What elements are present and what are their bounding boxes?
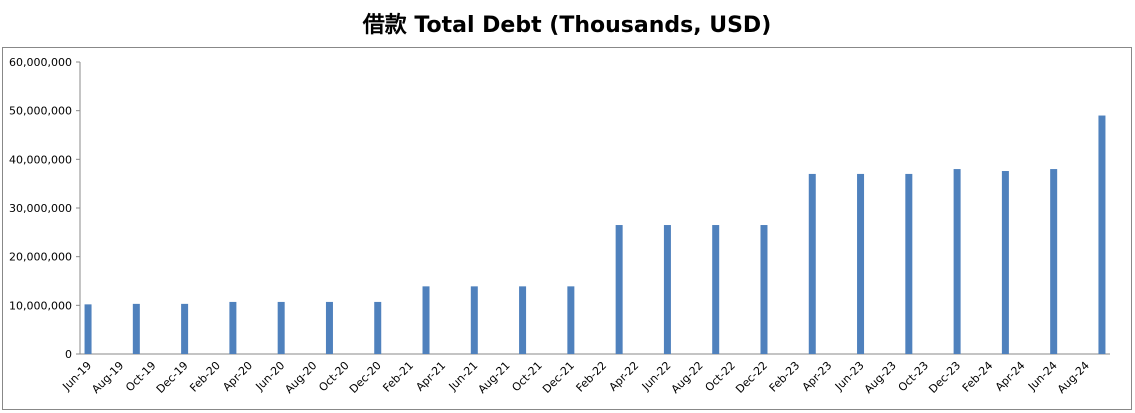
x-tick-label: Aug-22 — [669, 359, 706, 396]
x-tick-label: Jun-22 — [639, 359, 674, 394]
x-tick-label: Feb-20 — [187, 359, 223, 395]
x-tick-label: Jun-21 — [446, 359, 481, 394]
x-tick-label: Aug-21 — [476, 359, 513, 396]
bar — [84, 304, 92, 354]
y-tick-label: 20,000,000 — [9, 251, 72, 264]
bar — [325, 301, 333, 354]
y-tick-label: 60,000,000 — [9, 56, 72, 69]
x-tick-label: Feb-24 — [960, 359, 996, 395]
x-tick-label: Oct-20 — [316, 359, 351, 394]
bar — [1050, 169, 1058, 354]
x-tick-label: Feb-22 — [573, 359, 609, 395]
x-tick-label: Dec-22 — [733, 359, 770, 396]
bar — [132, 303, 140, 354]
x-tick-label: Dec-23 — [926, 359, 963, 396]
x-tick-label: Dec-20 — [347, 359, 384, 396]
x-tick-label: Aug-23 — [862, 359, 899, 396]
x-tick-label: Feb-21 — [380, 359, 416, 395]
bar — [422, 286, 430, 354]
x-tick-label: Jun-23 — [832, 359, 867, 394]
bar — [229, 301, 237, 354]
x-tick-label: Apr-24 — [993, 359, 1028, 394]
bar — [567, 286, 575, 354]
x-tick-label: Oct-21 — [509, 359, 544, 394]
bar — [1098, 115, 1106, 355]
bar — [712, 225, 720, 354]
bar — [374, 301, 382, 354]
bar — [808, 173, 816, 354]
bar — [277, 301, 285, 354]
x-tick-label: Feb-23 — [767, 359, 803, 395]
x-tick-label: Apr-21 — [413, 359, 448, 394]
bar — [1001, 171, 1009, 354]
y-tick-label: 0 — [65, 348, 72, 361]
chart-title: 借款 Total Debt (Thousands, USD) — [362, 12, 772, 38]
bar — [615, 225, 623, 354]
y-tick-label: 30,000,000 — [9, 202, 72, 215]
x-tick-label: Oct-19 — [123, 359, 158, 394]
bar — [470, 286, 478, 354]
bar — [519, 286, 527, 354]
bar — [181, 303, 189, 354]
x-tick-label: Oct-23 — [896, 359, 931, 394]
bar — [953, 169, 961, 354]
x-tick-label: Aug-19 — [89, 359, 126, 396]
x-tick-label: Dec-21 — [540, 359, 577, 396]
x-tick-label: Apr-22 — [606, 359, 641, 394]
x-tick-label: Aug-20 — [282, 359, 319, 396]
bar — [760, 225, 768, 354]
x-tick-label: Oct-22 — [703, 359, 738, 394]
bar — [857, 173, 865, 354]
x-tick-label: Dec-19 — [154, 359, 191, 396]
y-tick-label: 40,000,000 — [9, 153, 72, 166]
x-tick-label: Apr-23 — [800, 359, 835, 394]
bar — [905, 173, 913, 354]
x-tick-label: Jun-24 — [1025, 359, 1060, 394]
x-tick-label: Aug-24 — [1055, 359, 1092, 396]
x-tick-label: Jun-19 — [59, 359, 94, 394]
y-tick-label: 50,000,000 — [9, 105, 72, 118]
y-tick-label: 10,000,000 — [9, 299, 72, 312]
x-tick-label: Apr-20 — [220, 359, 255, 394]
x-tick-label: Jun-20 — [253, 359, 288, 394]
chart-border — [2, 47, 1132, 410]
bar — [663, 225, 671, 354]
